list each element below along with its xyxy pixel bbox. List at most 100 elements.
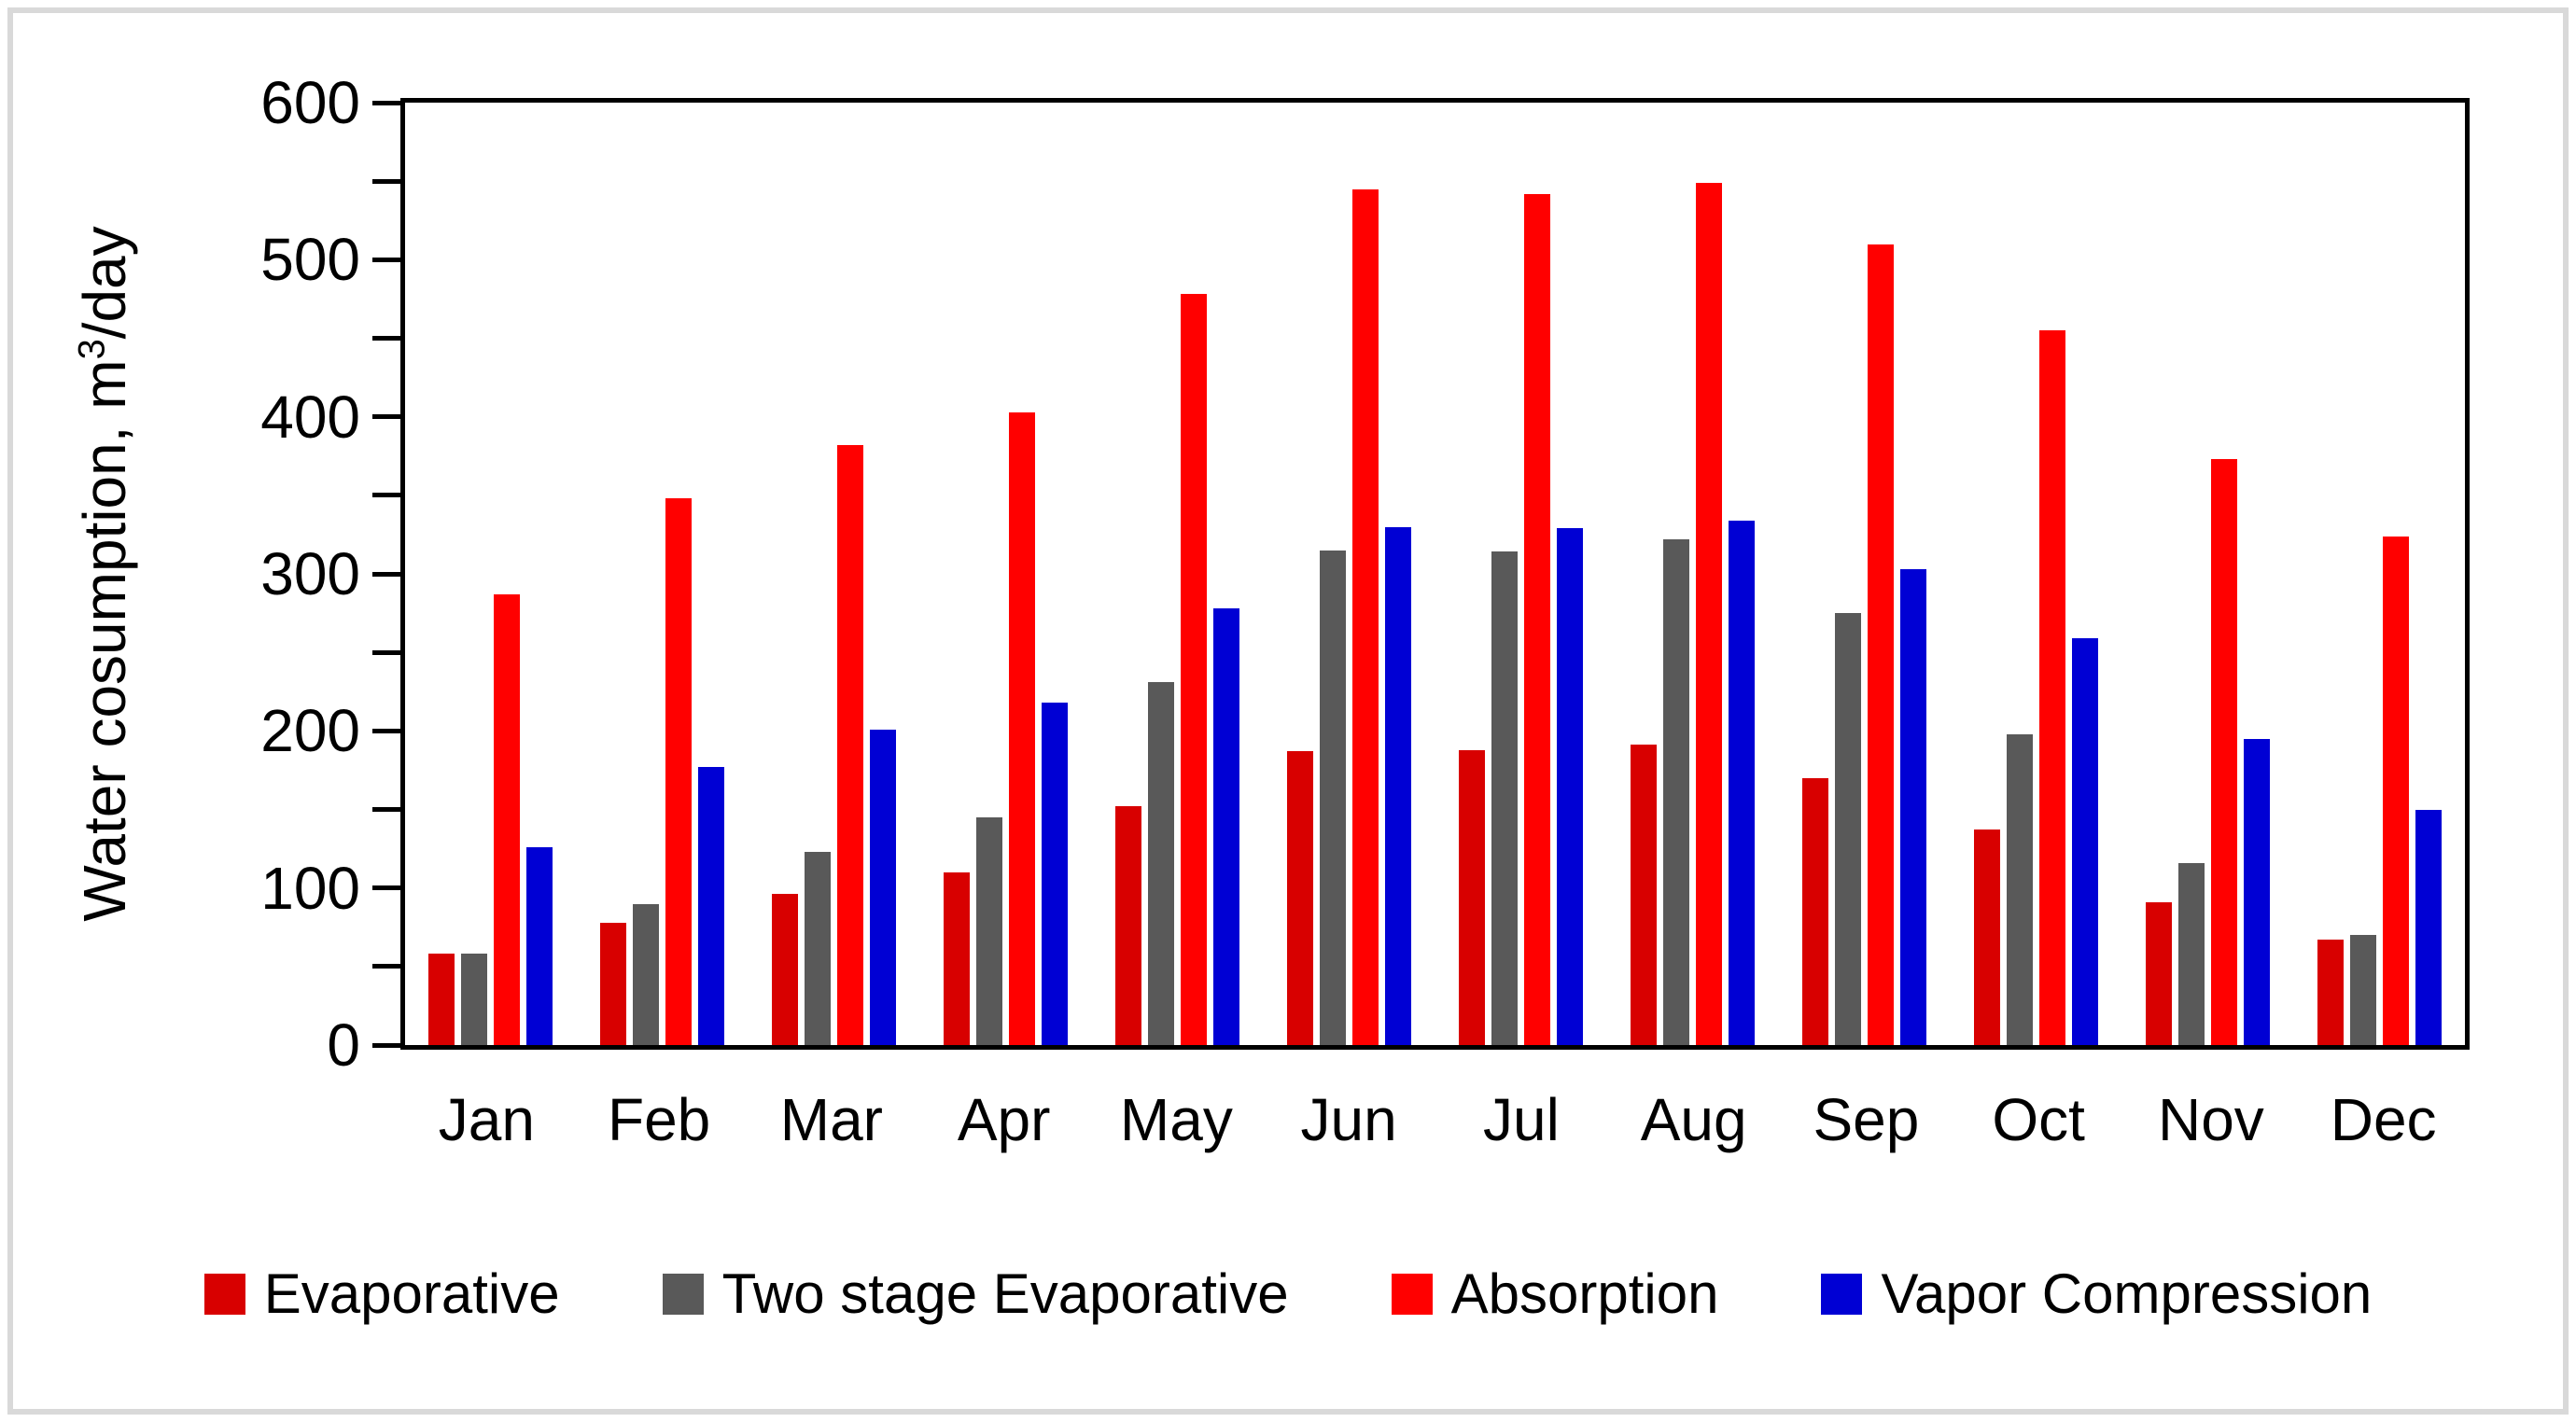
bar-jul-vapor-compression	[1556, 528, 1583, 1045]
bar-jan-vapor-compression	[526, 846, 553, 1045]
bar-oct-evaporative	[1973, 830, 2000, 1045]
x-label-jul: Jul	[1482, 1086, 1560, 1153]
bar-sep-vapor-compression	[1899, 568, 1926, 1045]
bar-apr-vapor-compression	[1042, 703, 1069, 1045]
legend-swatch-icon	[1391, 1273, 1433, 1315]
y-tick-50	[372, 964, 400, 969]
bar-jun-evaporative	[1287, 751, 1314, 1045]
y-tick-150	[372, 807, 400, 812]
bar-oct-vapor-compression	[2071, 638, 2098, 1045]
y-tick-label-100: 100	[260, 854, 360, 922]
bar-nov-two-stage-evaporative	[2177, 862, 2205, 1045]
bar-jun-absorption	[1352, 188, 1379, 1045]
bar-sep-absorption	[1867, 244, 1894, 1045]
x-label-feb: Feb	[607, 1086, 711, 1153]
bar-mar-vapor-compression	[870, 729, 897, 1045]
bar-feb-absorption	[665, 498, 693, 1045]
bar-group-oct	[1950, 103, 2121, 1045]
y-tick-200	[372, 728, 400, 733]
bar-group-nov	[2121, 103, 2293, 1045]
bar-apr-absorption	[1009, 411, 1036, 1045]
x-label-oct: Oct	[1992, 1086, 2085, 1153]
plot-area: 0 100 200 300 400 500 600	[260, 73, 2470, 1075]
bar-nov-evaporative	[2145, 901, 2172, 1045]
bars-container	[405, 103, 2465, 1045]
y-axis-title-suffix: /day	[71, 226, 138, 340]
y-tick-300	[372, 571, 400, 577]
x-label-jan: Jan	[438, 1086, 535, 1153]
x-axis-labels: Jan Feb Mar Apr May Jun Jul Aug Sep Oct Nov Dec	[400, 1085, 2470, 1154]
y-tick-label-600: 600	[260, 69, 360, 136]
bar-jan-two-stage-evaporative	[461, 954, 488, 1045]
y-tick-450	[372, 336, 400, 341]
bar-feb-two-stage-evaporative	[633, 903, 660, 1045]
bar-group-apr	[920, 103, 1092, 1045]
bar-jul-absorption	[1523, 193, 1550, 1045]
bar-oct-absorption	[2038, 330, 2065, 1045]
bar-mar-evaporative	[772, 894, 799, 1045]
legend-label: Vapor Compression	[1881, 1262, 2373, 1325]
bar-jun-vapor-compression	[1385, 526, 1412, 1045]
bar-sep-two-stage-evaporative	[1834, 613, 1861, 1045]
figure-border	[7, 7, 2569, 1415]
y-tick-label-300: 300	[260, 540, 360, 607]
bar-group-mar	[749, 103, 920, 1045]
x-label-nov: Nov	[2157, 1086, 2264, 1153]
bar-sep-evaporative	[1801, 777, 1828, 1045]
y-tick-350	[372, 493, 400, 498]
bar-group-may	[1092, 103, 1264, 1045]
bar-dec-absorption	[2382, 536, 2409, 1045]
bar-may-two-stage-evaporative	[1148, 682, 1175, 1045]
x-label-sep: Sep	[1813, 1086, 1920, 1153]
bar-jul-two-stage-evaporative	[1491, 551, 1518, 1045]
legend-item-two-stage-evaporative: Two stage Evaporative	[662, 1262, 1289, 1326]
y-axis-title: Water cosumption, m3/day	[70, 226, 139, 921]
bar-group-jan	[405, 103, 577, 1045]
x-label-apr: Apr	[957, 1086, 1051, 1153]
bar-oct-two-stage-evaporative	[2006, 733, 2033, 1045]
y-tick-0	[372, 1042, 400, 1048]
y-tick-500	[372, 257, 400, 262]
bar-nov-vapor-compression	[2243, 738, 2270, 1045]
bar-aug-two-stage-evaporative	[1662, 538, 1689, 1045]
bar-apr-two-stage-evaporative	[976, 816, 1003, 1045]
legend-label: Absorption	[1450, 1262, 1719, 1325]
bar-may-evaporative	[1115, 806, 1142, 1045]
bar-nov-absorption	[2210, 459, 2237, 1045]
legend-swatch-icon	[662, 1273, 704, 1315]
bar-group-sep	[1778, 103, 1950, 1045]
x-label-jun: Jun	[1300, 1086, 1397, 1153]
x-label-aug: Aug	[1640, 1086, 1747, 1153]
bar-group-jul	[1435, 103, 1607, 1045]
legend-swatch-icon	[1821, 1273, 1863, 1315]
bar-may-absorption	[1181, 294, 1208, 1045]
bar-dec-evaporative	[2317, 940, 2344, 1045]
legend-label: Two stage Evaporative	[721, 1262, 1289, 1325]
bar-group-dec	[2293, 103, 2465, 1045]
x-label-mar: Mar	[779, 1086, 883, 1153]
y-tick-label-200: 200	[260, 697, 360, 765]
bar-aug-absorption	[1695, 182, 1722, 1045]
bar-jan-absorption	[494, 593, 521, 1045]
y-tick-400	[372, 414, 400, 420]
x-label-may: May	[1119, 1086, 1233, 1153]
bar-jul-evaporative	[1458, 749, 1485, 1045]
legend-item-evaporative: Evaporative	[203, 1262, 560, 1326]
bar-mar-two-stage-evaporative	[805, 851, 832, 1045]
legend-item-absorption: Absorption	[1391, 1262, 1719, 1326]
legend-label: Evaporative	[263, 1262, 560, 1325]
bar-apr-evaporative	[944, 871, 971, 1045]
bar-jan-evaporative	[428, 954, 455, 1045]
bar-group-jun	[1264, 103, 1435, 1045]
y-tick-250	[372, 649, 400, 655]
legend: Evaporative Two stage Evaporative Absorpti…	[0, 1262, 2576, 1326]
legend-item-vapor-compression: Vapor Compression	[1821, 1262, 2372, 1326]
y-tick-600	[372, 100, 400, 105]
bar-may-vapor-compression	[1213, 608, 1240, 1045]
bar-group-aug	[1606, 103, 1778, 1045]
bar-group-feb	[577, 103, 749, 1045]
bar-aug-vapor-compression	[1728, 520, 1755, 1045]
bar-feb-evaporative	[600, 922, 627, 1045]
y-tick-label-500: 500	[260, 226, 360, 294]
